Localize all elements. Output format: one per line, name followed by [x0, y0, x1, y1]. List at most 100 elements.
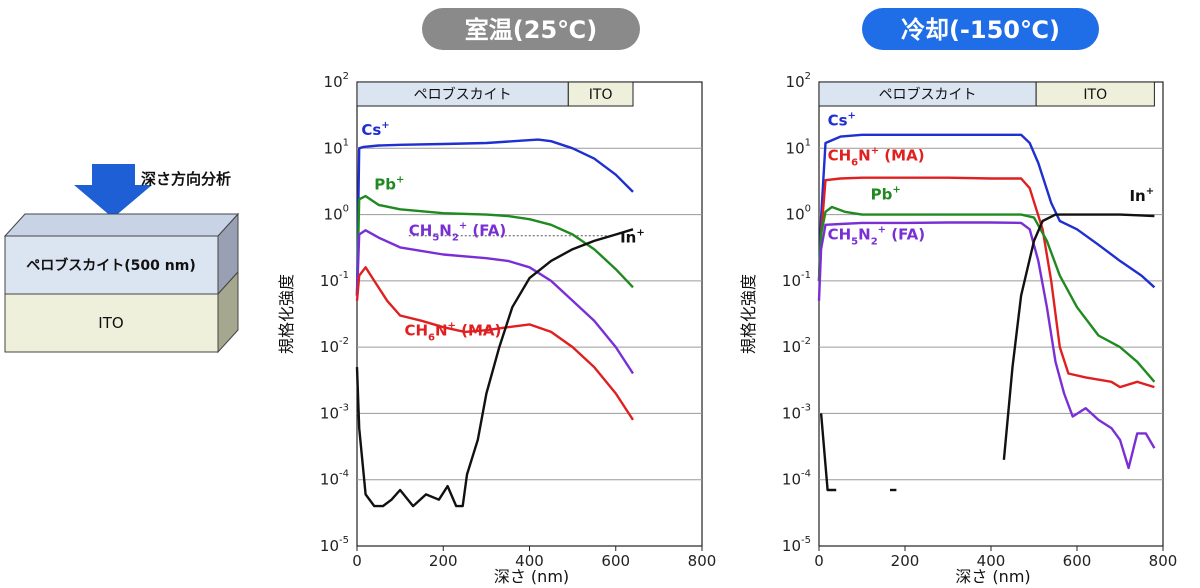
- series-line-Cs: [355, 138, 634, 296]
- y-tick-base: 10: [786, 73, 805, 91]
- y-tick-exponent: 1: [805, 137, 811, 148]
- region-band: [1035, 81, 1155, 107]
- series-line-Pb: [817, 205, 1156, 383]
- series-label-part: +: [871, 146, 879, 157]
- region-band: [356, 81, 569, 107]
- series-label-Cs: Cs+: [828, 111, 856, 130]
- y-tick-exponent: -1: [801, 270, 811, 281]
- y-tick-base: 10: [320, 404, 339, 422]
- series-label-FA: CH5N2+ (FA): [828, 225, 926, 248]
- y-tick-base: 10: [782, 272, 801, 290]
- series-label-part: 5: [432, 233, 439, 244]
- series-label-tail: (MA): [879, 147, 924, 165]
- x-tick-label: 0: [814, 552, 824, 570]
- series-label-In: In+: [620, 227, 645, 246]
- y-tick-label: 101: [786, 137, 811, 157]
- series-label-sup: +: [396, 174, 404, 185]
- series-label-sup: +: [636, 227, 644, 238]
- y-tick-label: 101: [324, 137, 349, 157]
- x-tick-label: 200: [891, 552, 920, 570]
- y-tick-label: 10-2: [320, 336, 349, 356]
- top-layer-top: [3, 213, 240, 237]
- y-tick-label: 10-1: [782, 270, 811, 290]
- region-band-label: ITO: [589, 87, 613, 103]
- y-tick-base: 10: [324, 206, 343, 224]
- series-label-part: +: [878, 225, 886, 236]
- series-line-FA: [355, 229, 635, 375]
- y-tick-base: 10: [320, 537, 339, 555]
- y-tick-label: 10-5: [320, 535, 349, 555]
- series-label-part: 2: [452, 233, 459, 244]
- x-axis-title: 深さ (nm): [955, 567, 1030, 586]
- x-tick-label: 800: [688, 552, 717, 570]
- y-tick-label: 10-1: [320, 270, 349, 290]
- y-tick-base: 10: [324, 139, 343, 157]
- series-label-main: In: [1129, 187, 1145, 205]
- series-label-MA: CH6N+ (MA): [404, 320, 501, 343]
- y-tick-base: 10: [786, 206, 805, 224]
- series-label-main: Pb: [871, 185, 893, 203]
- y-tick-base: 10: [324, 73, 343, 91]
- y-tick-exponent: -1: [339, 270, 349, 281]
- x-tick-label: 800: [1149, 552, 1178, 570]
- series-label-main: In: [620, 228, 636, 246]
- series-line-In: [1002, 213, 1155, 460]
- series-label-part: 5: [851, 237, 858, 248]
- y-tick-exponent: -3: [801, 402, 811, 413]
- series-label-tail: (FA): [886, 226, 925, 244]
- region-band: [567, 81, 634, 107]
- title-badge: [422, 8, 640, 50]
- x-tick-label: 400: [515, 552, 544, 570]
- y-tick-exponent: -5: [339, 535, 349, 546]
- y-tick-exponent: 1: [343, 137, 349, 148]
- top-layer-label: ペロブスカイト(500 nm): [26, 257, 195, 274]
- region-band-label: ペロブスカイト: [414, 86, 512, 103]
- series-label-main: Cs: [361, 121, 381, 139]
- series-label-FA: CH5N2+ (FA): [409, 221, 507, 244]
- x-tick-label: 0: [352, 552, 362, 570]
- bottom-layer-label: ITO: [98, 314, 123, 332]
- region-band-label: ITO: [1083, 87, 1107, 103]
- series-label-sup: +: [892, 184, 900, 195]
- series-label-part: N: [439, 222, 452, 240]
- chart-title: 室温(25℃): [465, 16, 597, 44]
- plot-frame: [356, 81, 703, 547]
- y-tick-label: 100: [324, 204, 349, 224]
- layer-schematic: 深さ方向分析 ペロブスカイト(500 nm) ITO: [3, 164, 240, 354]
- series-label-sup: +: [848, 111, 856, 122]
- top-layer-front: [4, 235, 219, 295]
- region-band-label: ペロブスカイト: [879, 86, 977, 103]
- y-tick-exponent: -2: [339, 336, 349, 347]
- y-tick-exponent: -5: [801, 535, 811, 546]
- y-tick-label: 100: [786, 204, 811, 224]
- series-label-part: 2: [871, 237, 878, 248]
- series-label-main: CH: [409, 222, 433, 240]
- y-tick-label: 10-4: [320, 469, 349, 489]
- plot-frame: [818, 81, 1164, 547]
- y-tick-base: 10: [320, 272, 339, 290]
- series-line-FA: [817, 221, 1156, 470]
- series-label-sup: +: [381, 120, 389, 131]
- series-line-MA: [817, 176, 1155, 389]
- y-tick-base: 10: [782, 338, 801, 356]
- y-tick-base: 10: [782, 404, 801, 422]
- series-label-part: +: [459, 221, 467, 232]
- chart-title: 冷却(-150℃): [901, 16, 1060, 44]
- series-label-tail: (MA): [456, 321, 501, 339]
- y-tick-exponent: -4: [801, 469, 811, 480]
- series-label-sup: +: [1146, 186, 1154, 197]
- y-tick-exponent: -3: [339, 402, 349, 413]
- y-tick-label: 10-2: [782, 336, 811, 356]
- series-label-part: N: [858, 147, 871, 165]
- arrow-down-icon: [74, 164, 152, 218]
- series-label-part: N: [435, 321, 448, 339]
- series-label-main: CH: [828, 226, 852, 244]
- y-tick-exponent: -4: [339, 469, 349, 480]
- x-tick-label: 400: [977, 552, 1006, 570]
- y-tick-exponent: 2: [805, 71, 811, 82]
- series-line-In: [355, 228, 634, 508]
- y-tick-label: 10-3: [782, 402, 811, 422]
- title-badge: [862, 8, 1099, 50]
